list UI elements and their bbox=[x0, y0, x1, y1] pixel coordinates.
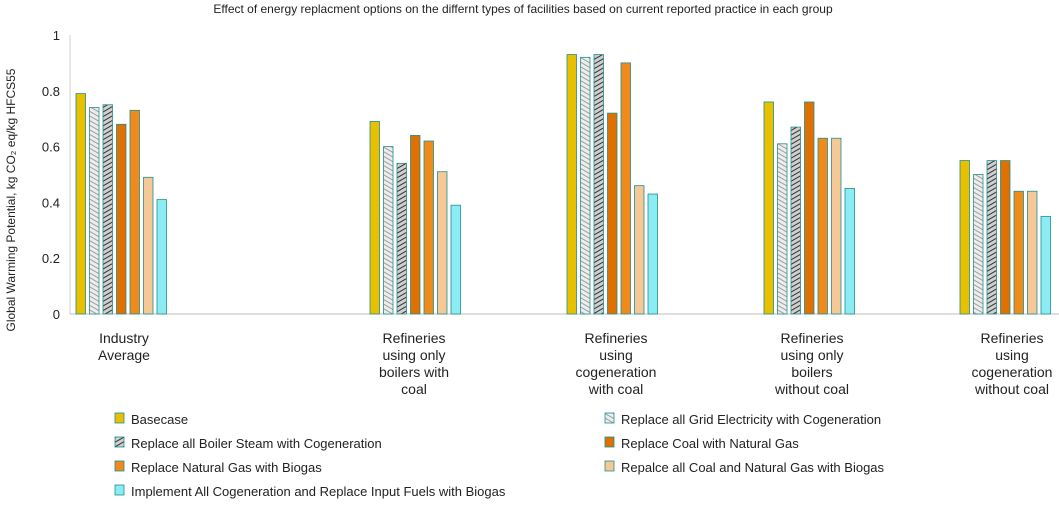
category-label: Refineries bbox=[980, 330, 1043, 346]
legend-swatch bbox=[604, 412, 615, 424]
bar bbox=[116, 123, 127, 315]
bar bbox=[1000, 160, 1011, 315]
category-label: without coal bbox=[774, 381, 849, 397]
bar bbox=[89, 107, 100, 315]
bar bbox=[410, 135, 421, 315]
category-label: cogeneration bbox=[972, 364, 1053, 380]
legend-label: Implement All Cogeneration and Replace I… bbox=[131, 484, 506, 499]
bar bbox=[959, 160, 970, 315]
y-tick-label: 0.4 bbox=[42, 195, 60, 210]
bar bbox=[1013, 190, 1024, 315]
bar bbox=[129, 109, 140, 315]
bar bbox=[620, 62, 631, 315]
bar bbox=[450, 204, 461, 315]
bar bbox=[383, 146, 394, 315]
bar bbox=[102, 104, 113, 315]
category-label: coal bbox=[401, 381, 427, 397]
chart-title: Effect of energy replacment options on t… bbox=[213, 2, 833, 16]
bar bbox=[763, 101, 774, 315]
legend-swatch bbox=[114, 412, 125, 424]
bar bbox=[777, 143, 788, 315]
y-tick-label: 0.8 bbox=[42, 84, 60, 99]
bar bbox=[593, 54, 604, 315]
legend-label: Basecase bbox=[131, 412, 188, 427]
category-label: Refineries bbox=[382, 330, 445, 346]
category-label: without coal bbox=[974, 381, 1049, 397]
bar bbox=[75, 93, 86, 315]
y-tick-label: 0.6 bbox=[42, 140, 60, 155]
category-label: cogeneration bbox=[576, 364, 657, 380]
legend-swatch bbox=[604, 460, 615, 472]
bar bbox=[607, 112, 618, 315]
category-label: Average bbox=[98, 347, 150, 363]
bar bbox=[647, 193, 658, 315]
category-label: Refineries bbox=[584, 330, 647, 346]
legend-label: Repalce all Coal and Natural Gas with Bi… bbox=[621, 460, 885, 475]
category-label: with coal bbox=[588, 381, 643, 397]
legend-swatch bbox=[114, 484, 125, 496]
category-label: boilers bbox=[791, 364, 832, 380]
bar bbox=[790, 126, 801, 315]
legend-label: Replace Coal with Natural Gas bbox=[621, 436, 799, 451]
bars-group bbox=[75, 54, 1051, 315]
y-axis-label: Global Warming Potential, kg CO₂ eq/kg H… bbox=[4, 68, 18, 331]
category-label: Industry bbox=[99, 330, 149, 346]
category-label: boilers with bbox=[379, 364, 449, 380]
bar bbox=[973, 174, 984, 315]
legend-swatch bbox=[114, 460, 125, 472]
bar bbox=[437, 171, 448, 315]
legend-label: Replace Natural Gas with Biogas bbox=[131, 460, 322, 475]
category-label: using only bbox=[780, 347, 843, 363]
bar bbox=[566, 54, 577, 315]
bar bbox=[844, 188, 855, 315]
y-tick-label: 1 bbox=[53, 28, 60, 43]
bar bbox=[634, 185, 645, 315]
category-label: using bbox=[599, 347, 632, 363]
bar bbox=[831, 137, 842, 315]
y-tick-label: 0.2 bbox=[42, 251, 60, 266]
category-label: Refineries bbox=[780, 330, 843, 346]
bar bbox=[396, 162, 407, 315]
y-tick-labels: 0 0.2 0.4 0.6 0.8 1 bbox=[42, 28, 60, 322]
bar bbox=[804, 101, 815, 315]
bar bbox=[156, 199, 167, 315]
bar bbox=[986, 160, 997, 315]
legend-swatch bbox=[604, 436, 615, 448]
category-label: using bbox=[995, 347, 1028, 363]
y-tick-label: 0 bbox=[53, 307, 60, 322]
bar bbox=[580, 56, 591, 315]
bar bbox=[423, 140, 434, 315]
bar bbox=[1027, 190, 1038, 315]
category-label: using only bbox=[382, 347, 445, 363]
legend-swatch bbox=[114, 436, 125, 448]
legend-label: Replace all Boiler Steam with Cogenerati… bbox=[131, 436, 382, 451]
bar bbox=[817, 137, 828, 315]
bar bbox=[1040, 215, 1051, 315]
bar bbox=[143, 176, 154, 315]
legend: Basecase Replace all Grid Electricity wit… bbox=[114, 412, 885, 499]
legend-label: Replace all Grid Electricity with Cogene… bbox=[621, 412, 881, 427]
bar bbox=[369, 121, 380, 315]
